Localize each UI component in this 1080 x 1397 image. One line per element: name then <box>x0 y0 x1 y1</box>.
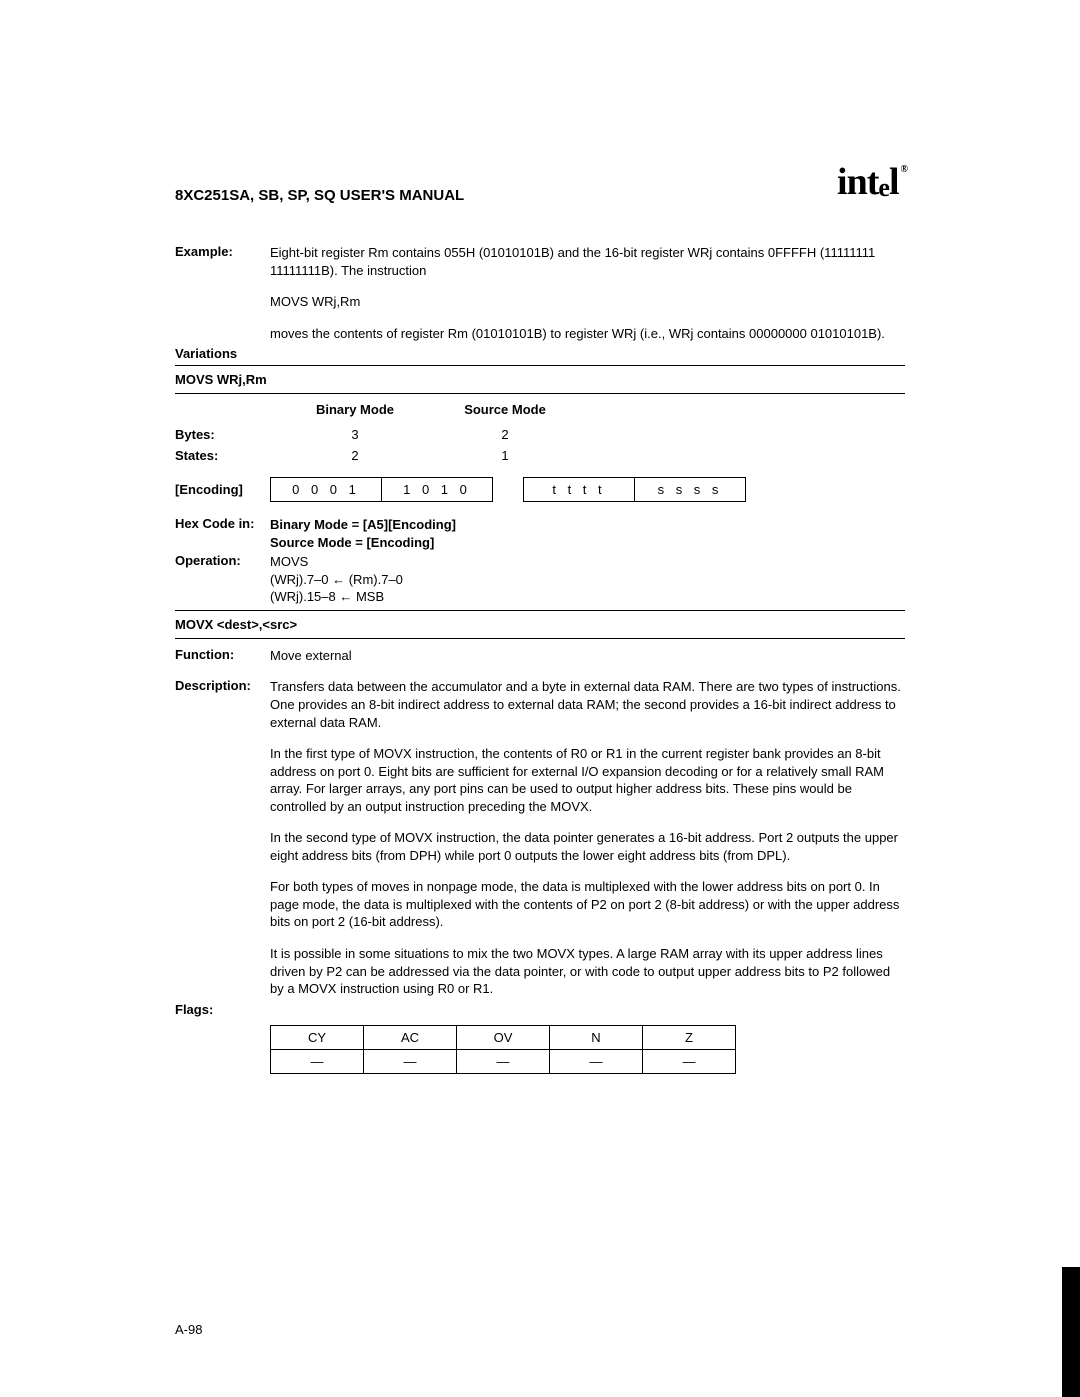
flags-table: CY AC OV N Z — — — — — <box>270 1025 736 1074</box>
hexcode-label: Hex Code in: <box>175 516 270 551</box>
logo-part1: int <box>837 161 878 203</box>
flag-ov-value: — <box>457 1049 550 1073</box>
encoding-box-3: t t t t <box>523 477 635 502</box>
flag-n-header: N <box>550 1025 643 1049</box>
divider <box>175 610 905 611</box>
bytes-binary: 3 <box>270 427 440 442</box>
function-text: Move external <box>270 647 905 665</box>
states-source: 1 <box>440 448 570 463</box>
states-binary: 2 <box>270 448 440 463</box>
manual-title: 8XC251SA, SB, SP, SQ USER'S MANUAL <box>175 187 464 204</box>
encoding-box-4: s s s s <box>635 477 746 502</box>
op-line3: (WRj).15–8 ← MSB <box>270 588 905 606</box>
desc-p1: Transfers data between the accumulator a… <box>270 678 905 731</box>
movs-heading: MOVS WRj,Rm <box>175 372 905 387</box>
divider <box>175 365 905 366</box>
movx-heading: MOVX <dest>,<src> <box>175 617 905 632</box>
flag-z-header: Z <box>643 1025 736 1049</box>
logo-part2: e <box>878 173 889 202</box>
source-mode-header: Source Mode <box>440 402 570 417</box>
flags-label: Flags: <box>175 1002 270 1017</box>
logo-reg: ® <box>901 164 907 175</box>
desc-p2: In the first type of MOVX instruction, t… <box>270 745 905 815</box>
desc-p5: It is possible in some situations to mix… <box>270 945 905 998</box>
side-tab-marker <box>1062 1267 1080 1397</box>
desc-p3: In the second type of MOVX instruction, … <box>270 829 905 864</box>
logo-part3: l <box>889 161 899 203</box>
flag-ac-value: — <box>364 1049 457 1073</box>
function-label: Function: <box>175 647 270 665</box>
bytes-label: Bytes: <box>175 427 270 444</box>
desc-p4: For both types of moves in nonpage mode,… <box>270 878 905 931</box>
bytes-source: 2 <box>440 427 570 442</box>
example-p2: MOVS WRj,Rm <box>270 293 905 311</box>
divider <box>175 638 905 639</box>
variations-label: Variations <box>175 346 270 361</box>
operation-label: Operation: <box>175 553 270 606</box>
example-p3: moves the contents of register Rm (01010… <box>270 325 905 343</box>
hex-line2: Source Mode = [Encoding] <box>270 534 905 552</box>
intel-logo: intel® <box>837 160 905 204</box>
encoding-box-1: 0 0 0 1 <box>270 477 382 502</box>
flag-z-value: — <box>643 1049 736 1073</box>
op-line2: (WRj).7–0 ← (Rm).7–0 <box>270 571 905 589</box>
flag-ov-header: OV <box>457 1025 550 1049</box>
encoding-box-2: 1 0 1 0 <box>382 477 493 502</box>
page-number: A-98 <box>175 1322 202 1337</box>
description-label: Description: <box>175 678 270 999</box>
hex-line1: Binary Mode = [A5][Encoding] <box>270 516 905 534</box>
flag-n-value: — <box>550 1049 643 1073</box>
example-label: Example: <box>175 244 270 344</box>
flag-ac-header: AC <box>364 1025 457 1049</box>
op-line1: MOVS <box>270 553 905 571</box>
flag-cy-header: CY <box>271 1025 364 1049</box>
encoding-label: [Encoding] <box>175 482 270 497</box>
states-label: States: <box>175 448 270 465</box>
binary-mode-header: Binary Mode <box>270 402 440 417</box>
example-p1: Eight-bit register Rm contains 055H (010… <box>270 244 905 279</box>
flag-cy-value: — <box>271 1049 364 1073</box>
divider <box>175 393 905 394</box>
